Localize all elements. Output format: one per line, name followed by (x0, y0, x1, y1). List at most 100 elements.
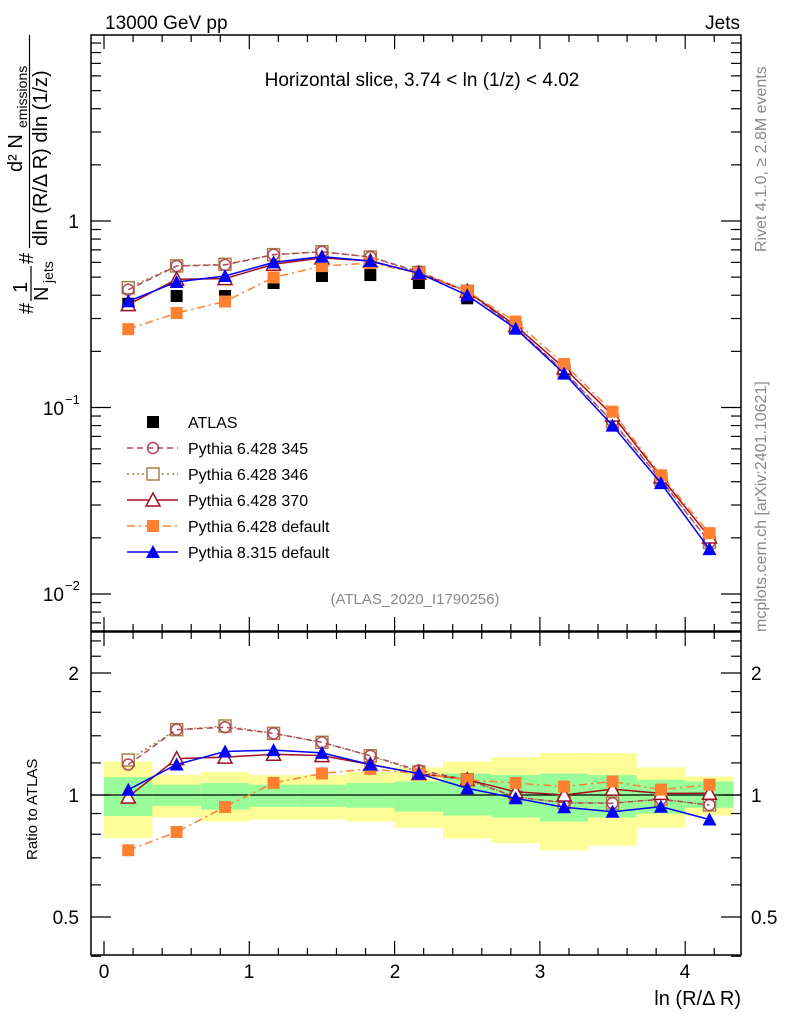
legend-label: ATLAS (188, 415, 238, 432)
data-point (219, 295, 232, 308)
legend-label: Pythia 6.428 345 (188, 441, 308, 458)
data-point (170, 307, 183, 320)
data-point (169, 274, 184, 288)
data-point (315, 260, 328, 273)
y-tick-label: 10 (43, 585, 64, 606)
analysis-tag: (ATLAS_2020_I1790256) (330, 591, 499, 608)
data-point (121, 294, 136, 308)
ratio-point (558, 780, 571, 793)
x-axis-label: ln (R/Δ R) (654, 988, 741, 1010)
data-point (314, 249, 329, 263)
header-left: 13000 GeV pp (105, 13, 228, 34)
ratio-point (170, 723, 183, 736)
ratio-tick-label: 1 (68, 786, 79, 807)
main-frame (90, 34, 742, 632)
ratio-tick-label: 0.5 (53, 908, 79, 929)
legend-label: Pythia 8.315 default (188, 545, 330, 562)
ratio-point (702, 812, 717, 826)
legend-marker (147, 520, 159, 532)
ratio-point (170, 825, 183, 838)
ratio-point (604, 780, 621, 796)
mcplots-label: mcplots.cern.ch [arXiv:2401.10621] (753, 381, 770, 632)
x-tick-label: 1 (244, 962, 255, 983)
ratio-point (218, 720, 232, 734)
data-point (653, 476, 668, 490)
y-tick-label: 10 (43, 399, 64, 420)
ratio-point (314, 745, 329, 759)
atlas-data-point (364, 269, 377, 282)
ratio-point (315, 767, 328, 780)
ratio-point (606, 775, 619, 788)
ratio-point (363, 757, 378, 771)
ylabel-num-sub: emissions (14, 66, 30, 128)
series-pythia-8-315-default (121, 249, 717, 826)
data-point (606, 405, 619, 418)
data-point (702, 542, 717, 556)
x-tick-label: 3 (535, 962, 546, 983)
legend-marker (146, 545, 160, 558)
x-tick-label: 2 (390, 962, 401, 983)
ratio-point (219, 800, 232, 813)
ratio-point (122, 844, 135, 857)
ratio-tick-label-right: 2 (751, 664, 762, 685)
ratio-point (121, 782, 136, 796)
data-point (122, 323, 135, 336)
ylabel-hash-1: # (16, 302, 38, 314)
legend-marker (146, 441, 160, 455)
ylabel-prefix-sub: jets (40, 261, 56, 284)
y-tick-exp: −2 (65, 578, 80, 593)
ratio-point (460, 781, 475, 795)
ratio-point (411, 766, 426, 780)
band-stat (297, 784, 347, 807)
data-point (508, 321, 523, 335)
ratio-point (653, 799, 668, 813)
series-line (127, 251, 711, 543)
data-point (218, 269, 233, 283)
data-point (654, 469, 667, 482)
atlas-data-point (315, 270, 328, 283)
ratio-tick-label: 2 (68, 664, 79, 685)
legend-label: Pythia 6.428 370 (188, 493, 308, 510)
ylabel-prefix-den: N (31, 287, 53, 301)
legend-marker (147, 416, 159, 428)
ratio-y-label: Ratio to ATLAS (24, 759, 41, 860)
ratio-point (703, 778, 716, 791)
atlas-data-point (412, 277, 425, 290)
ratio-point (509, 777, 522, 790)
ratio-point (605, 804, 620, 818)
data-point (557, 366, 572, 380)
data-point (267, 271, 280, 284)
rivet-label: Rivet 4.1.0, ≥ 2.8M events (753, 66, 770, 252)
ratio-point (701, 784, 718, 800)
ratio-point (120, 788, 137, 804)
y-tick-exp: −1 (65, 392, 80, 407)
ratio-point (267, 776, 280, 789)
data-point (509, 315, 522, 328)
ratio-point (557, 800, 572, 814)
ratio-point (267, 727, 280, 740)
legend-label: Pythia 6.428 346 (188, 467, 308, 484)
legend: ATLAS Pythia 6.428 345 Pythia 6.428 346 … (127, 415, 330, 562)
ratio-point (122, 758, 135, 771)
ratio-point (169, 757, 184, 771)
ratio-tick-label-right: 1 (751, 786, 762, 807)
ratio-point (218, 744, 233, 758)
ylabel-prefix-num: 1 (10, 282, 32, 293)
atlas-data-point (170, 290, 183, 303)
ylabel-hash-2: # (16, 252, 38, 264)
chart-title: Horizontal slice, 3.74 < ln (1/z) < 4.02 (265, 70, 580, 91)
band-stat (394, 781, 443, 812)
legend-label: Pythia 6.428 default (188, 519, 330, 536)
data-point (266, 255, 281, 269)
ratio-point (266, 743, 281, 757)
y-tick-label: 1 (68, 212, 79, 233)
ratio-point (461, 773, 474, 786)
legend-marker (144, 491, 162, 507)
data-point (411, 266, 426, 280)
legend-marker (146, 467, 160, 481)
ratio-line (127, 726, 710, 806)
data-point (605, 418, 620, 432)
ylabel-denominator: dln (R/Δ R) dln (1/z) (30, 70, 52, 246)
band-stat (249, 784, 298, 807)
data-point (363, 254, 378, 268)
